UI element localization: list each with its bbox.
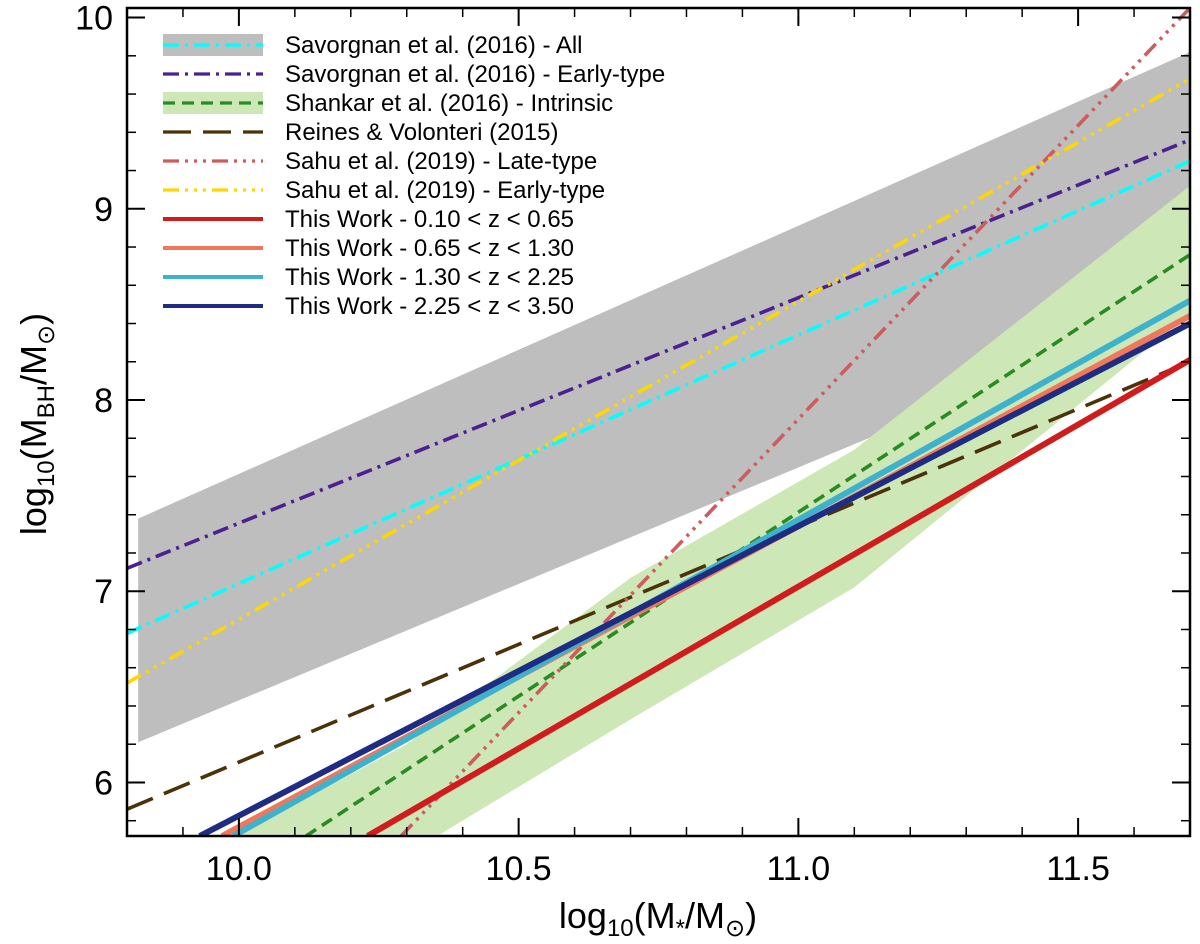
legend-label: Sahu et al. (2019) - Late-type xyxy=(285,148,597,175)
y-tick-label: 6 xyxy=(94,764,113,802)
x-tick-label: 10.5 xyxy=(486,850,552,888)
line-shankar-et-al-2016-intrinsic xyxy=(305,253,1190,836)
legend-item: This Work - 1.30 < z < 2.25 xyxy=(163,264,574,291)
x-tick-label: 11.5 xyxy=(1046,850,1110,888)
axis-ticks: 10.0 10.5 11.0 11.5 6 7 8 9 10 xyxy=(75,0,1191,888)
band-savorgnan-et-al-2016-all xyxy=(138,51,1190,743)
line-reines-volonteri-2015 xyxy=(127,360,1190,811)
series-lines xyxy=(127,8,1190,836)
line-this-work-2-25-z-3-50 xyxy=(198,320,1190,836)
legend-item: Savorgnan et al. (2016) - All xyxy=(163,32,583,59)
legend-item: Sahu et al. (2019) - Early-type xyxy=(163,177,605,204)
legend-label: This Work - 0.10 < z < 0.65 xyxy=(285,206,574,233)
y-axis-label: log10(MBH/M⊙) xyxy=(13,313,60,535)
line-savorgnan-et-al-2016-all xyxy=(127,159,1190,635)
line-sahu-et-al-2019-late-type xyxy=(399,8,1190,836)
legend-label: This Work - 0.65 < z < 1.30 xyxy=(285,235,574,262)
y-tick-label: 8 xyxy=(94,382,113,420)
line-savorgnan-et-al-2016-early-type xyxy=(127,138,1190,570)
legend-label: Shankar et al. (2016) - Intrinsic xyxy=(285,90,613,117)
line-sahu-et-al-2019-early-type xyxy=(127,77,1190,685)
legend-item: This Work - 0.65 < z < 1.30 xyxy=(163,235,574,262)
legend-label: Savorgnan et al. (2016) - Early-type xyxy=(285,61,665,88)
x-axis-label: log10(M*/M⊙) xyxy=(559,895,757,942)
x-tick-label: 10.0 xyxy=(206,850,272,888)
legend-item: Reines & Volonteri (2015) xyxy=(163,119,559,146)
y-tick-label: 9 xyxy=(94,191,113,229)
legend-item: This Work - 0.10 < z < 0.65 xyxy=(163,206,574,233)
confidence-bands xyxy=(138,51,1190,835)
y-tick-label: 10 xyxy=(75,0,113,38)
legend-label: Sahu et al. (2019) - Early-type xyxy=(285,177,605,204)
y-tick-label: 7 xyxy=(94,573,113,611)
legend-item: This Work - 2.25 < z < 3.50 xyxy=(163,293,574,320)
legend-item: Shankar et al. (2016) - Intrinsic xyxy=(163,90,613,117)
legend-label: Reines & Volonteri (2015) xyxy=(285,119,559,146)
plot-frame xyxy=(125,6,1192,838)
legend-item: Sahu et al. (2019) - Late-type xyxy=(163,148,597,175)
legend-item: Savorgnan et al. (2016) - Early-type xyxy=(163,61,665,88)
line-this-work-0-10-z-0-65 xyxy=(366,357,1190,836)
legend-label: This Work - 1.30 < z < 2.25 xyxy=(285,264,574,291)
x-tick-label: 11.0 xyxy=(767,850,831,888)
legend-label: Savorgnan et al. (2016) - All xyxy=(285,32,583,59)
legend-label: This Work - 2.25 < z < 3.50 xyxy=(285,293,574,320)
legend-band-swatch xyxy=(163,34,263,56)
